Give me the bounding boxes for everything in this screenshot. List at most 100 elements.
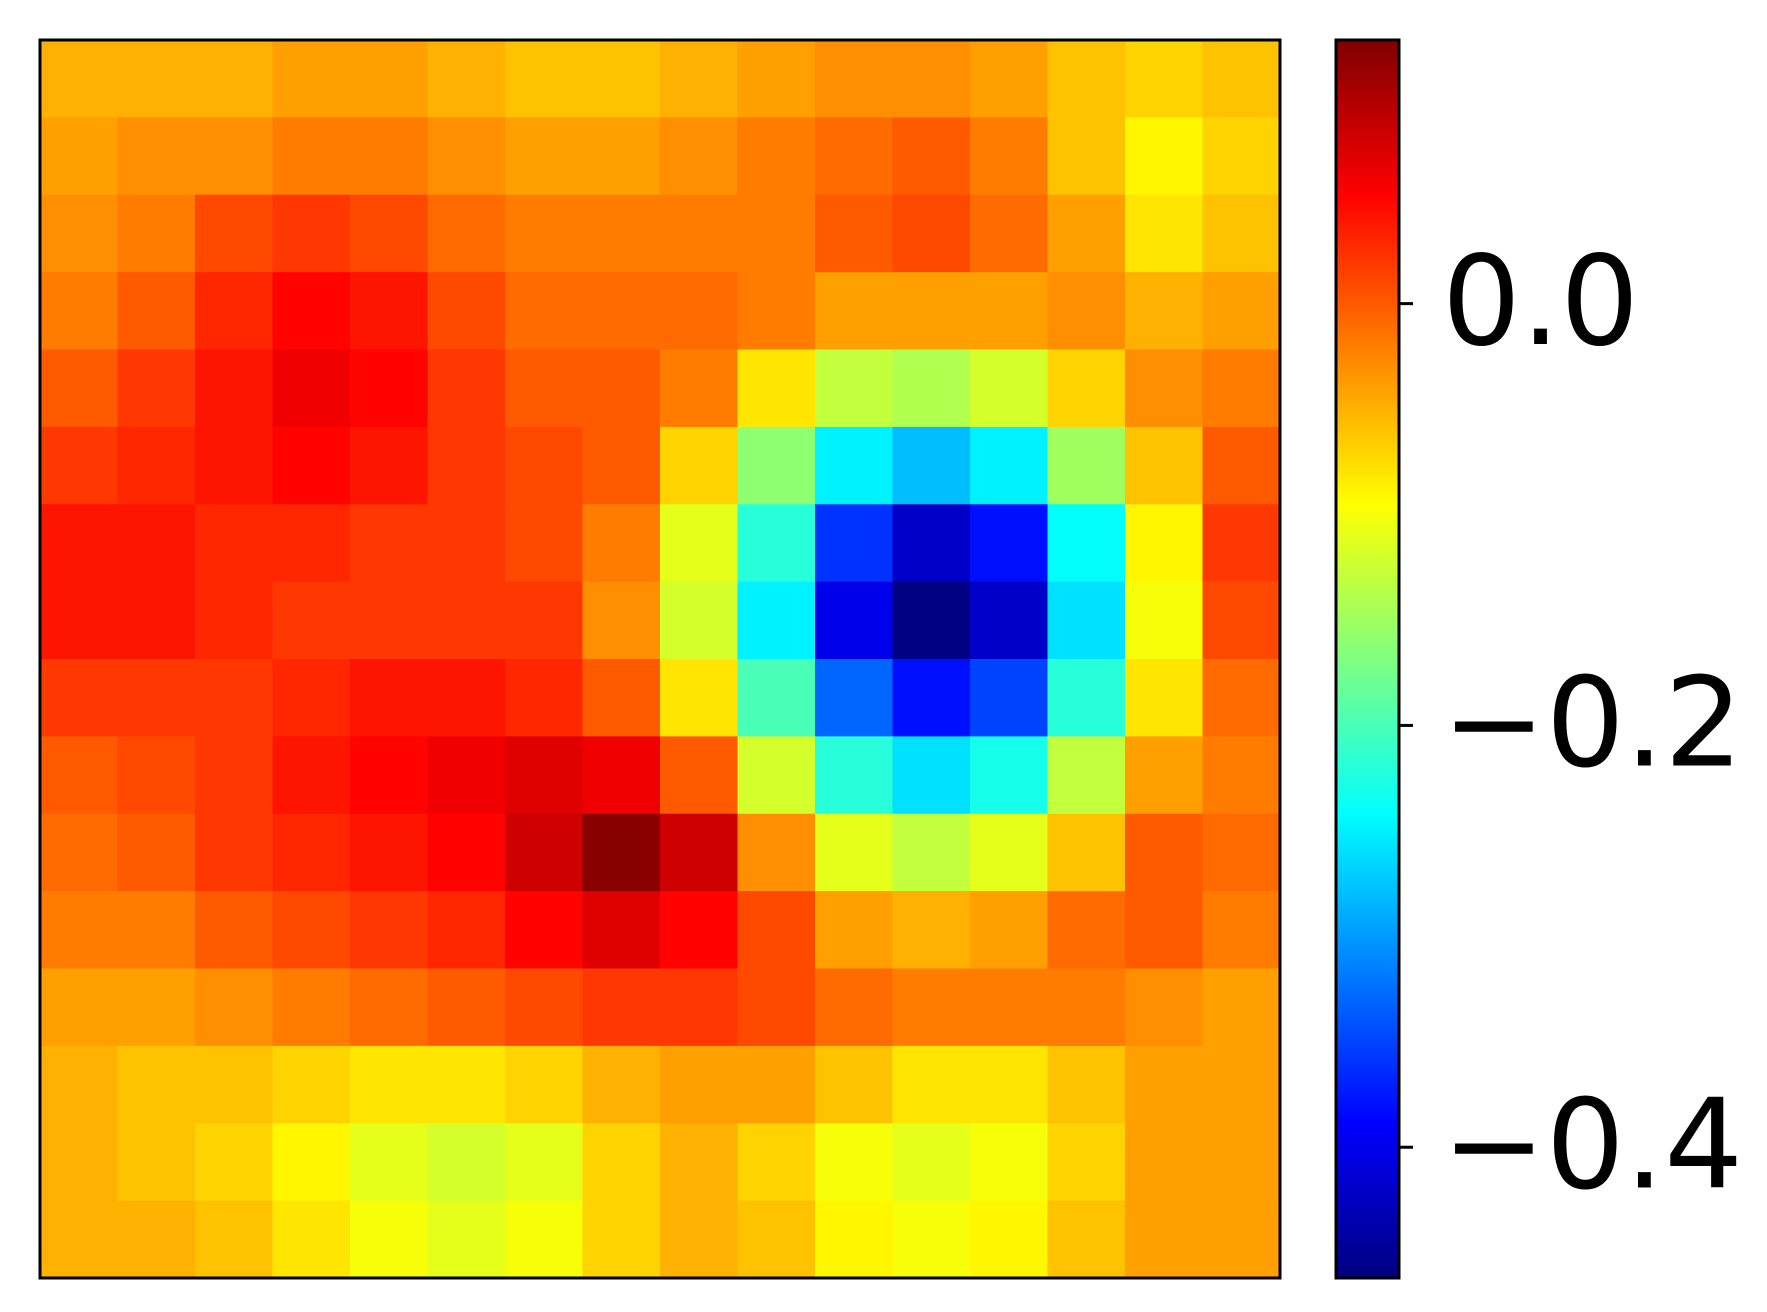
heatmap-cell [350, 1123, 429, 1202]
heatmap-cell [427, 581, 506, 660]
heatmap-cell [660, 736, 739, 815]
heatmap-cell [1047, 349, 1126, 428]
heatmap-cell [350, 426, 429, 505]
colorbar [1334, 38, 1401, 1280]
heatmap-cell [427, 736, 506, 815]
heatmap-cell [427, 813, 506, 892]
heatmap-cell [660, 1045, 739, 1124]
heatmap-cell [40, 40, 119, 118]
heatmap-cell [1202, 1045, 1281, 1124]
heatmap-cell [660, 813, 739, 892]
heatmap-cell [350, 349, 429, 428]
heatmap-cell [350, 1045, 429, 1124]
heatmap-cell [505, 813, 584, 892]
heatmap-cell [1047, 1045, 1126, 1124]
heatmap-cell [737, 40, 816, 118]
heatmap-cell [660, 426, 739, 505]
heatmap-cell [40, 117, 119, 196]
heatmap-cell [582, 117, 661, 196]
heatmap-cell [660, 581, 739, 660]
heatmap-cell [737, 349, 816, 428]
heatmap-cell [582, 40, 661, 118]
heatmap-cell [505, 891, 584, 970]
heatmap-cell [117, 426, 196, 505]
heatmap-cell [1125, 272, 1204, 351]
heatmap-cell [1202, 581, 1281, 660]
heatmap-cell [272, 504, 351, 583]
heatmap-cell [350, 117, 429, 196]
heatmap-cell [117, 736, 196, 815]
heatmap-cell [195, 581, 274, 660]
heatmap-cell [1202, 1123, 1281, 1202]
heatmap-cell [117, 40, 196, 118]
heatmap-cell [272, 272, 351, 351]
heatmap-cell [1125, 1123, 1204, 1202]
heatmap-cell [815, 813, 894, 892]
heatmap-cell [970, 736, 1049, 815]
heatmap-cell [737, 504, 816, 583]
heatmap-cell [195, 426, 274, 505]
colorbar-tick-label: 0.0 [1442, 230, 1639, 374]
heatmap-cell [505, 1045, 584, 1124]
heatmap-cell [582, 426, 661, 505]
heatmap-cell [505, 736, 584, 815]
heatmap-cell [117, 1045, 196, 1124]
heatmap-cell [582, 504, 661, 583]
heatmap-cell [737, 968, 816, 1047]
heatmap-cell [505, 1123, 584, 1202]
heatmap-cell [970, 813, 1049, 892]
heatmap-cell [660, 194, 739, 273]
heatmap-cell [195, 504, 274, 583]
heatmap-cell [660, 40, 739, 118]
heatmap-cell [117, 813, 196, 892]
heatmap-cell [737, 272, 816, 351]
heatmap-cell [970, 968, 1049, 1047]
heatmap-cell [195, 1045, 274, 1124]
heatmap-cell [892, 272, 971, 351]
heatmap-cell [1125, 659, 1204, 737]
heatmap-cell [815, 349, 894, 428]
heatmap-cell [117, 117, 196, 196]
heatmap-cell [970, 40, 1049, 118]
heatmap-cell [892, 117, 971, 196]
heatmap-cell [272, 891, 351, 970]
heatmap-cell [582, 349, 661, 428]
heatmap-cell [892, 1045, 971, 1124]
heatmap-cell [505, 117, 584, 196]
colorbar-tick-label: −0.2 [1442, 652, 1743, 796]
heatmap-cell [272, 349, 351, 428]
heatmap-cell [737, 736, 816, 815]
heatmap-cell [40, 1200, 119, 1279]
heatmap-cell [272, 194, 351, 273]
heatmap-cell [737, 194, 816, 273]
heatmap-cell [427, 194, 506, 273]
heatmap-cell [350, 891, 429, 970]
heatmap-cell [1202, 504, 1281, 583]
heatmap-cell [1202, 194, 1281, 273]
heatmap-cell [1047, 1123, 1126, 1202]
heatmap-cell [1202, 659, 1281, 737]
heatmap-cell [505, 426, 584, 505]
heatmap-cell [195, 1200, 274, 1279]
heatmap-cell [1202, 272, 1281, 351]
heatmap-cell [272, 968, 351, 1047]
heatmap-cell [40, 426, 119, 505]
heatmap-cell [582, 1045, 661, 1124]
heatmap-cell [1047, 659, 1126, 737]
heatmap-cell [815, 1123, 894, 1202]
heatmap-cell [272, 426, 351, 505]
heatmap-cell [272, 1123, 351, 1202]
heatmap-cell [815, 1045, 894, 1124]
heatmap-cell [40, 272, 119, 351]
heatmap-cell [1125, 891, 1204, 970]
heatmap-cell [195, 891, 274, 970]
heatmap-cell [195, 272, 274, 351]
heatmap-cell [40, 504, 119, 583]
heatmap-cell [970, 1045, 1049, 1124]
heatmap-cell [660, 1200, 739, 1279]
heatmap-cell [815, 736, 894, 815]
heatmap-cell [427, 426, 506, 505]
heatmap-cell [40, 813, 119, 892]
heatmap-cell [660, 1123, 739, 1202]
heatmap-cell [815, 504, 894, 583]
